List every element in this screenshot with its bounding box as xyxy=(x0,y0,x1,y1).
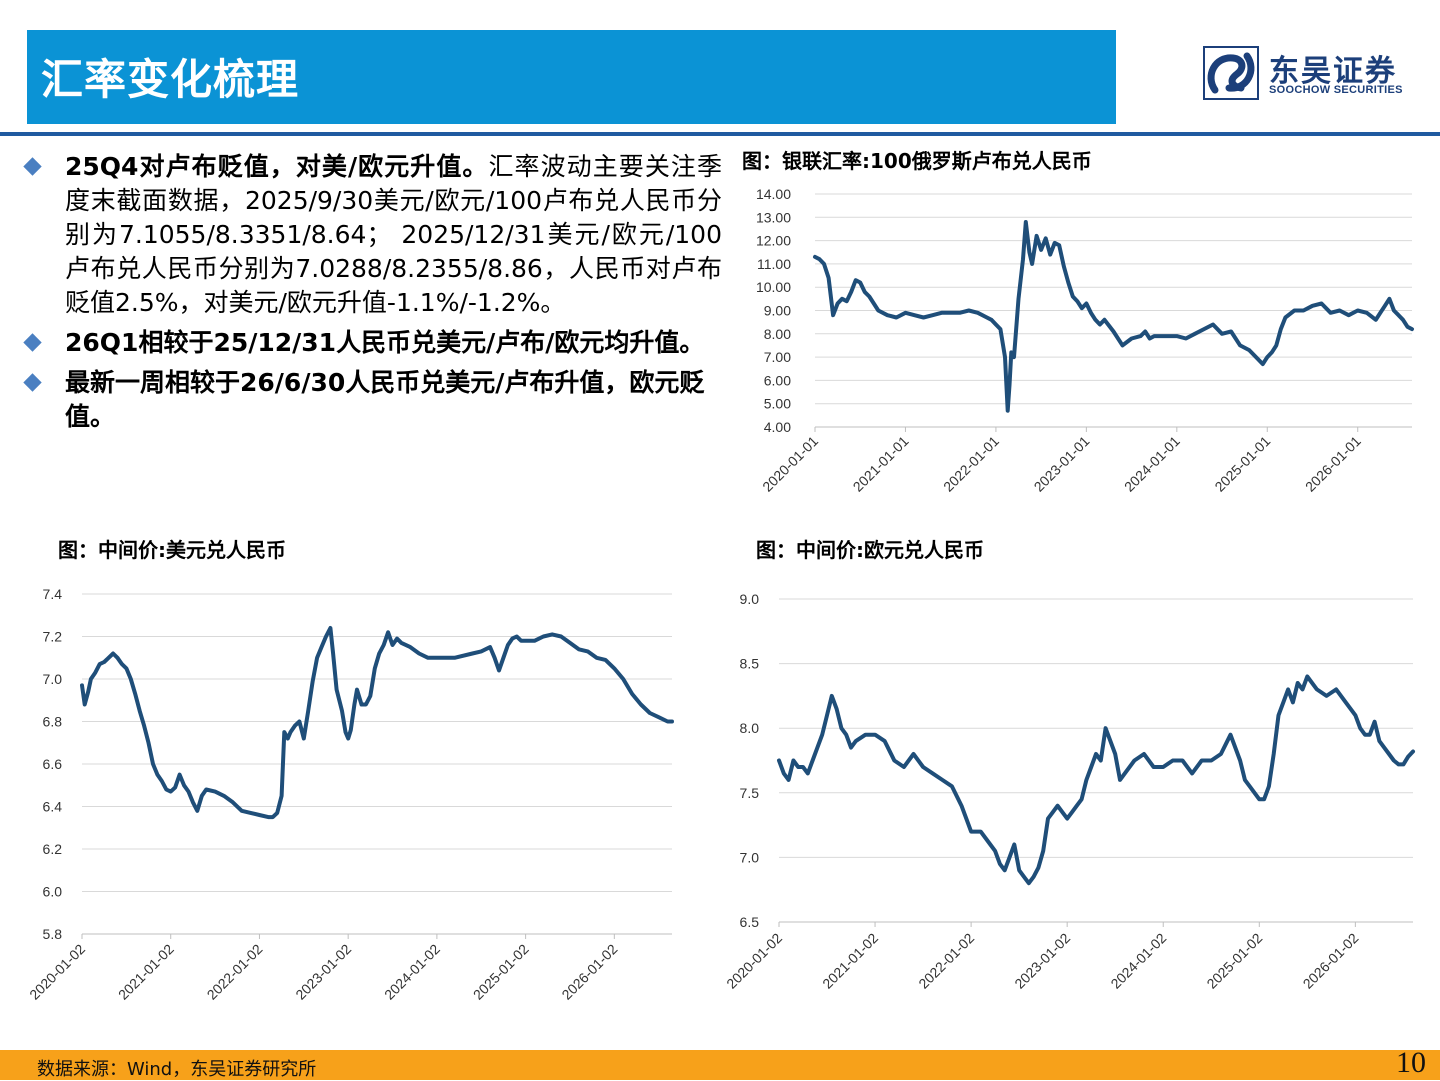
y-tick-label: 11.00 xyxy=(757,256,791,272)
x-tick-label: 2026-01-02 xyxy=(1300,930,1362,992)
x-tick-label: 2021-01-02 xyxy=(819,930,881,992)
series-line xyxy=(813,220,1414,413)
soochow-logo-icon xyxy=(1203,46,1259,100)
chart-title-rub: 图：银联汇率:100俄罗斯卢布兑人民币 xyxy=(742,149,1092,173)
x-tick-label: 2022-01-01 xyxy=(940,433,1002,495)
y-tick-label: 6.4 xyxy=(43,799,63,815)
bullet-bold: 25Q4对卢布贬值，对美/欧元升值。 xyxy=(65,152,489,181)
chart-title-usd: 图：中间价:美元兑人民币 xyxy=(58,538,286,562)
y-tick-label: 7.4 xyxy=(43,586,63,602)
diamond-bullet-icon xyxy=(23,333,42,352)
y-tick-label: 7.2 xyxy=(43,629,63,645)
y-tick-label: 7.00 xyxy=(764,349,791,365)
y-tick-label: 8.0 xyxy=(740,720,760,736)
brand-name-en: SOOCHOW SECURITIES xyxy=(1269,84,1403,96)
x-tick-label: 2020-01-01 xyxy=(759,433,821,495)
y-tick-label: 8.5 xyxy=(740,656,760,672)
chart-eur: 6.5 7.0 7.5 8.0 8.5 9.0 2020-01-02 2021-01-02 20… xyxy=(723,591,1415,992)
x-tick-label: 2023-01-01 xyxy=(1031,433,1093,495)
y-tick-label: 6.2 xyxy=(43,841,63,857)
page-number: 10 xyxy=(1396,1046,1426,1079)
chart-usd: 5.8 6.0 6.2 6.4 6.6 6.8 7.0 7.2 7.4 2020-01-02 202… xyxy=(26,586,674,1003)
bullet-item: 最新一周相较于26/6/30人民币兑美元/卢布升值，欧元贬值。 xyxy=(22,366,722,434)
x-tick-label: 2024-01-02 xyxy=(381,941,443,1003)
y-tick-label: 7.5 xyxy=(740,785,760,801)
chart-title-eur: 图：中间价:欧元兑人民币 xyxy=(756,538,984,562)
footer-source: 数据来源：Wind，东吴证券研究所 xyxy=(37,1059,317,1080)
chart-rub: 4.00 5.00 6.00 7.00 8.00 9.00 10.00 11.00 12.00 1… xyxy=(756,186,1414,495)
y-tick-label: 4.00 xyxy=(764,419,791,435)
bullet-bold: 26Q1相较于25/12/31人民币兑美元/卢布/欧元均升值。 xyxy=(65,328,705,357)
x-tick-label: 2020-01-02 xyxy=(26,941,88,1003)
x-tick-label: 2026-01-02 xyxy=(558,941,620,1003)
diamond-bullet-icon xyxy=(23,157,42,176)
x-tick-label: 2024-01-02 xyxy=(1107,930,1169,992)
y-tick-label: 5.00 xyxy=(764,396,791,412)
y-tick-label: 6.8 xyxy=(43,714,63,730)
y-tick-label: 6.00 xyxy=(764,372,791,388)
brand-logo: 东吴证券 SOOCHOW SECURITIES xyxy=(1203,46,1418,102)
series-line xyxy=(80,626,674,820)
x-tick-label: 2022-01-02 xyxy=(204,941,266,1003)
y-tick-label: 7.0 xyxy=(43,671,63,687)
x-tick-label: 2025-01-02 xyxy=(470,941,532,1003)
y-tick-label: 13.00 xyxy=(756,209,791,225)
x-tick-label: 2026-01-01 xyxy=(1302,433,1364,495)
y-tick-label: 6.5 xyxy=(740,914,760,930)
y-tick-label: 8.00 xyxy=(764,326,791,342)
series-line xyxy=(777,674,1415,886)
bullet-list: 25Q4对卢布贬值，对美/欧元升值。汇率波动主要关注季度末截面数据，2025/9… xyxy=(22,150,722,440)
header-rule xyxy=(0,132,1440,136)
y-tick-label: 12.00 xyxy=(756,233,791,249)
x-tick-label: 2024-01-01 xyxy=(1121,433,1183,495)
x-tick-label: 2021-01-01 xyxy=(850,433,912,495)
y-tick-label: 6.0 xyxy=(43,884,63,900)
x-tick-label: 2023-01-02 xyxy=(1011,930,1073,992)
footer-bar: 数据来源：Wind，东吴证券研究所 10 xyxy=(0,1046,1440,1080)
page-title: 汇率变化梳理 xyxy=(41,55,300,104)
bullet-item: 25Q4对卢布贬值，对美/欧元升值。汇率波动主要关注季度末截面数据，2025/9… xyxy=(22,150,722,320)
x-tick-label: 2022-01-02 xyxy=(915,930,977,992)
bullet-item: 26Q1相较于25/12/31人民币兑美元/卢布/欧元均升值。 xyxy=(22,326,722,360)
y-tick-label: 5.8 xyxy=(43,926,63,942)
y-tick-label: 14.00 xyxy=(756,186,791,202)
x-tick-label: 2023-01-02 xyxy=(292,941,354,1003)
y-tick-label: 7.0 xyxy=(740,849,760,865)
diamond-bullet-icon xyxy=(23,373,42,392)
x-tick-label: 2025-01-01 xyxy=(1211,433,1273,495)
bullet-bold: 最新一周相较于26/6/30人民币兑美元/卢布升值，欧元贬值。 xyxy=(65,368,705,431)
x-tick-label: 2020-01-02 xyxy=(723,930,785,992)
y-tick-label: 6.6 xyxy=(43,756,63,772)
y-tick-label: 10.00 xyxy=(756,279,791,295)
title-bar: 汇率变化梳理 xyxy=(27,30,1116,124)
x-tick-label: 2025-01-02 xyxy=(1203,930,1265,992)
brand-name: 东吴证券 xyxy=(1269,54,1397,89)
x-tick-label: 2021-01-02 xyxy=(115,941,177,1003)
y-tick-label: 9.00 xyxy=(764,303,791,319)
bullet-text: 汇率波动主要关注季度末截面数据，2025/9/30美元/欧元/100卢布兑人民币… xyxy=(65,152,722,317)
y-tick-label: 9.0 xyxy=(740,591,760,607)
